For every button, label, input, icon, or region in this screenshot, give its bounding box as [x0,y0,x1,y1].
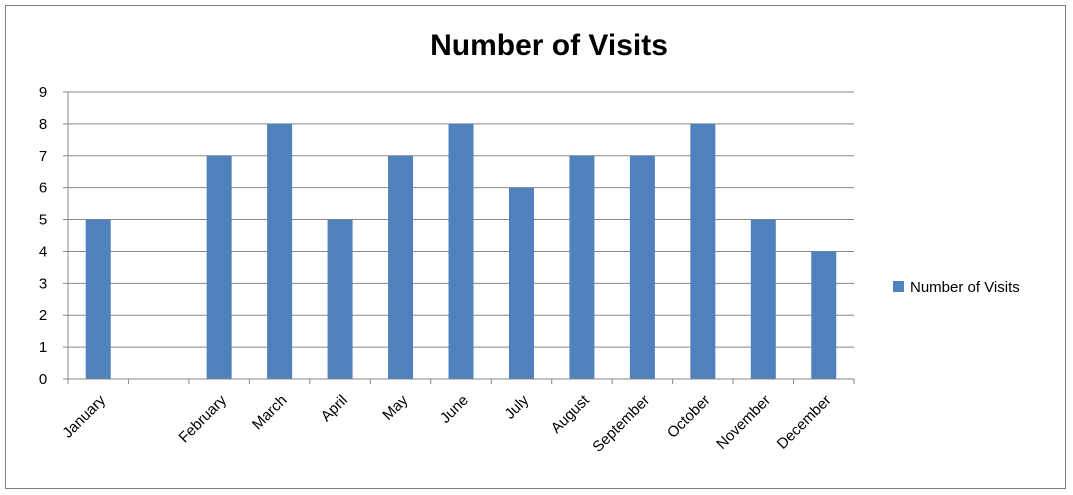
bar [206,155,232,379]
y-tick-label: 7 [39,148,47,165]
bar [327,219,353,379]
bar [629,155,655,379]
legend-label: Number of Visits [910,279,1020,296]
bar [690,123,716,379]
x-tick-label: February [176,391,231,446]
bar [750,219,776,379]
bar [811,251,837,379]
bar [388,155,414,379]
y-tick-label: 1 [39,339,47,356]
bars [85,123,837,379]
bar [267,123,293,379]
y-tick-label: 3 [39,275,47,292]
bar [85,219,111,379]
x-tick-label: January [59,391,109,441]
chart-frame [5,5,1066,489]
bar [508,187,534,379]
y-tick-label: 5 [39,212,47,229]
axes [67,92,854,380]
x-axis-ticks: January February March April May June July Augu… [59,379,855,456]
chart-title: Number of Visits [430,29,668,62]
y-tick-label: 9 [39,84,47,101]
x-tick-label: September [589,392,653,456]
y-tick-label: 0 [39,371,47,388]
x-tick-label: June [437,392,472,427]
bar [569,155,595,379]
x-tick-label: May [379,391,411,423]
x-tick-label: March [249,392,290,433]
y-axis-ticks: 0 1 2 3 4 5 6 7 8 9 [39,84,68,388]
x-tick-label: July [501,391,532,422]
x-tick-label: April [318,392,351,425]
y-tick-label: 6 [39,180,47,197]
bar [448,123,474,379]
legend: Number of Visits [893,279,1020,296]
x-tick-label: November [713,392,774,453]
y-tick-label: 8 [39,116,47,133]
y-tick-label: 2 [39,307,47,324]
y-tick-label: 4 [39,243,47,260]
x-tick-label: August [548,391,594,437]
x-tick-label: December [774,392,835,453]
legend-swatch [893,281,904,292]
x-tick-label: October [664,392,714,442]
